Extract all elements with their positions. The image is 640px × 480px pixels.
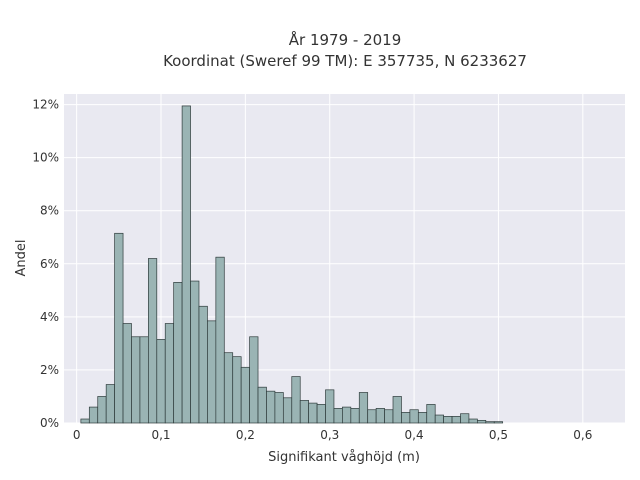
histogram-bar xyxy=(409,409,419,424)
chart-title: År 1979 - 2019 xyxy=(289,30,402,49)
histogram-bar xyxy=(139,336,149,424)
histogram-bar xyxy=(114,232,124,424)
histogram-bar xyxy=(173,282,183,424)
histogram-bar xyxy=(88,406,99,424)
histogram-bar xyxy=(282,397,293,424)
histogram-bar xyxy=(291,376,301,424)
y-tick-label: 0% xyxy=(40,416,59,430)
x-tick-label: 0 xyxy=(73,428,81,442)
histogram-bar xyxy=(240,366,250,424)
histogram-bar xyxy=(97,396,107,424)
histogram-bar xyxy=(190,280,200,424)
histogram-bar xyxy=(257,386,267,424)
histogram-bar xyxy=(131,336,141,424)
histogram-bar xyxy=(308,402,318,424)
histogram-bar xyxy=(358,392,369,424)
x-tick-label: 0,2 xyxy=(236,428,255,442)
histogram-bar xyxy=(417,412,428,424)
y-axis-title: Andel xyxy=(14,240,29,277)
x-axis-ticks: 0 0,1 0,2 0,3 0,4 0,5 0,6 xyxy=(73,428,593,442)
x-tick-label: 0,1 xyxy=(151,428,170,442)
histogram-bar xyxy=(80,418,90,424)
histogram-bar xyxy=(485,421,495,424)
x-tick-label: 0,6 xyxy=(573,428,592,442)
histogram-bar xyxy=(316,404,326,424)
chart-subtitle: Koordinat (Sweref 99 TM): E 357735, N 62… xyxy=(163,52,527,70)
x-tick-label: 0,3 xyxy=(320,428,339,442)
histogram-bar xyxy=(477,419,487,424)
x-tick-label: 0,4 xyxy=(405,428,424,442)
histogram-bar xyxy=(451,416,461,424)
histogram-bar xyxy=(105,384,115,424)
y-tick-label: 12% xyxy=(32,98,59,112)
y-tick-label: 2% xyxy=(40,363,59,377)
histogram-bar xyxy=(164,323,175,424)
histogram-bar xyxy=(299,400,309,424)
histogram-bar xyxy=(401,412,411,424)
y-tick-label: 10% xyxy=(32,151,59,165)
histogram-bar xyxy=(384,409,394,424)
histogram-bar xyxy=(156,339,166,424)
y-tick-label: 6% xyxy=(40,257,59,271)
histogram-bar xyxy=(215,256,225,424)
histogram-bar xyxy=(350,408,360,424)
histogram-bar xyxy=(426,404,436,424)
histogram-bar xyxy=(249,336,259,424)
histogram-bar xyxy=(266,390,276,424)
histogram-bar xyxy=(207,320,217,424)
histogram-bar xyxy=(181,105,191,424)
histogram-bar xyxy=(232,356,242,424)
histogram-bar xyxy=(443,416,453,424)
y-axis-ticks: 0% 2% 4% 6% 8% 10% 12% xyxy=(32,98,59,430)
y-tick-label: 4% xyxy=(40,310,59,324)
y-tick-label: 8% xyxy=(40,204,59,218)
histogram-bar xyxy=(493,421,504,424)
histogram-bar xyxy=(367,409,377,424)
histogram-bar xyxy=(148,258,158,424)
histogram-bar xyxy=(198,305,208,424)
bars xyxy=(80,105,504,424)
x-tick-label: 0,5 xyxy=(489,428,508,442)
histogram-bar xyxy=(392,396,402,424)
histogram-bar xyxy=(333,408,343,424)
histogram-bar xyxy=(122,323,132,424)
histogram-bar xyxy=(468,418,478,424)
histogram-bar xyxy=(375,408,385,424)
histogram-bar xyxy=(434,414,444,424)
histogram-bar xyxy=(342,406,352,424)
x-axis-title: Signifikant våghöjd (m) xyxy=(268,450,420,465)
histogram-bar xyxy=(460,413,470,424)
histogram-bar xyxy=(223,352,234,424)
histogram-bar xyxy=(274,392,284,424)
histogram-bar xyxy=(325,389,335,424)
